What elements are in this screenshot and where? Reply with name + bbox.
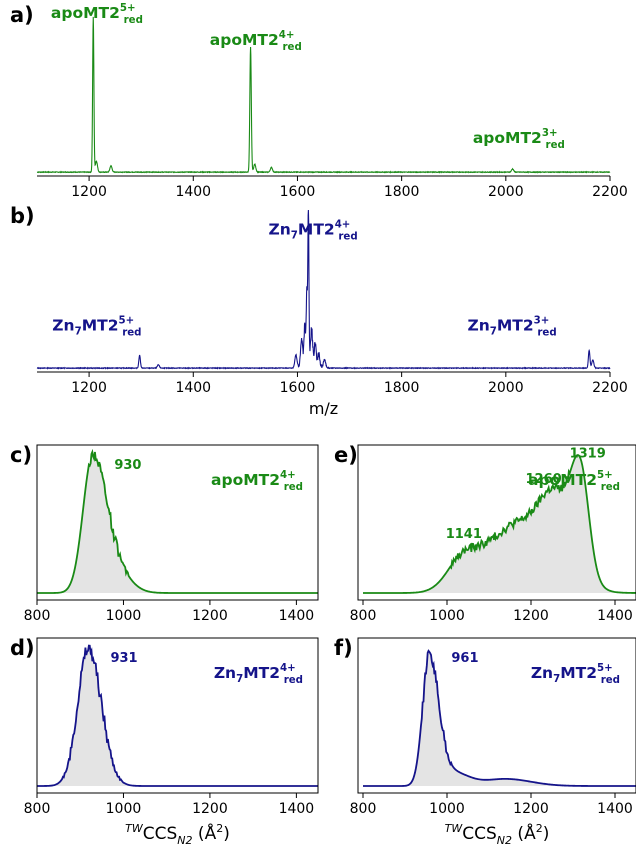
peak-point (512, 169, 513, 170)
peak-point (589, 350, 590, 351)
panel-label: a) (10, 3, 34, 27)
plot-frame (36, 444, 319, 601)
x-tick-label: 1400 (279, 608, 315, 624)
x-tick-label: 2200 (592, 380, 628, 396)
plot-area (363, 454, 636, 594)
distribution-line (363, 649, 636, 787)
distribution-line (37, 644, 318, 787)
species-label: Zn7MT25+ red (52, 315, 141, 338)
plot-area (37, 448, 318, 594)
panel-label: e) (334, 443, 358, 467)
species-label: apoMT24+ red (211, 470, 303, 493)
spectrum-line (36, 209, 611, 370)
distribution-line (363, 454, 636, 594)
x-tick-label: 1200 (513, 608, 549, 624)
x-tick-label: 1000 (106, 801, 142, 817)
ms-panel-b: 1200 1400 1600 1800 2000 2200 b) Zn7MT25+ red Zn7… (10, 204, 628, 418)
x-tick-label: 1400 (175, 184, 211, 200)
x-tick-label: 1400 (597, 608, 633, 624)
species-label: apoMT25+ red (51, 3, 143, 26)
x-tick-label: 1600 (280, 380, 316, 396)
peak-label: 930 (114, 458, 141, 473)
peak-label: 1141 (446, 527, 482, 542)
peak-label: 1319 (570, 447, 606, 462)
peak-point (306, 296, 307, 297)
peak-point (96, 161, 97, 162)
x-tick-label: 1200 (192, 801, 228, 817)
ms-panel-a: 1200 1400 1600 1800 2000 2200 a) apoMT25+ red apo… (10, 3, 628, 200)
x-tick-label: 1400 (175, 380, 211, 396)
x-tick-label: 1400 (279, 801, 315, 817)
x-tick-label: 1600 (280, 184, 316, 200)
x-tick-label: 1200 (513, 801, 549, 817)
peak-point (139, 355, 140, 356)
species-label: Zn7MT23+ red (467, 315, 556, 338)
x-tick-label: 800 (350, 608, 377, 624)
ccs-panel-e: 800 1000 1200 1400 e) apoMT25+ red 1141 1260 1319 (334, 443, 636, 624)
distribution-area (37, 452, 318, 593)
x-tick-label: 1400 (597, 801, 633, 817)
species-label: Zn7MT24+ red (214, 663, 303, 686)
peak-point (254, 164, 255, 165)
x-tick-label: 1200 (192, 608, 228, 624)
x-tick-label: 1200 (71, 184, 107, 200)
peak-point (271, 167, 272, 168)
x-tick-label: 1200 (71, 380, 107, 396)
x-axis-label: TWCCSN2 (Å2) (125, 822, 230, 847)
x-tick-label: 800 (24, 608, 51, 624)
distribution-area (363, 650, 636, 786)
x-tick-label: 1000 (106, 608, 142, 624)
species-label: Zn7MT25+ red (531, 663, 620, 686)
plot-frame (357, 637, 636, 794)
peak-point (311, 334, 312, 335)
distribution-area (37, 645, 318, 786)
peak-label: 931 (110, 651, 137, 666)
x-tick-label: 2000 (488, 184, 524, 200)
peak-point (318, 357, 319, 358)
species-label: apoMT23+ red (473, 128, 565, 151)
species-label: apoMT25+ red (528, 470, 620, 493)
peak-label: 961 (451, 651, 478, 666)
peak-point (301, 342, 302, 343)
peak-point (158, 365, 159, 366)
species-label: apoMT24+ red (210, 30, 302, 53)
peak-point (315, 347, 316, 348)
x-tick-label: 2000 (488, 380, 524, 396)
peak-point (308, 211, 309, 212)
peak-point (592, 360, 593, 361)
x-tick-label: 1800 (384, 380, 420, 396)
panel-label: f) (334, 636, 353, 660)
plot-frame (357, 444, 636, 601)
x-axis-label: TWCCSN2 (Å2) (445, 822, 550, 847)
plot-area (37, 644, 318, 787)
panel-label: c) (10, 443, 32, 467)
x-tick-label: 800 (350, 801, 377, 817)
peak-label: 1260 (526, 472, 562, 487)
x-tick-label: 1000 (429, 608, 465, 624)
plot-frame (36, 637, 319, 794)
x-axis-label: m/z (309, 399, 338, 418)
spectrum-line (36, 16, 611, 174)
peak-point (304, 329, 305, 330)
species-label: Zn7MT24+ red (268, 219, 357, 242)
ccs-panel-d: 800 1000 1200 1400 d) Zn7MT24+ red 931 TWCCSN2 (… (10, 636, 319, 847)
peak-point (110, 166, 111, 167)
ccs-panel-f: 800 1000 1200 1400 f) Zn7MT25+ red 961 TWCCSN2 (… (334, 636, 636, 847)
x-tick-label: 1800 (384, 184, 420, 200)
ccs-panel-c: 800 1000 1200 1400 c) apoMT24+ red 930 (10, 443, 319, 624)
x-tick-label: 2200 (592, 184, 628, 200)
x-tick-label: 1000 (429, 801, 465, 817)
plot-area (363, 649, 636, 787)
panel-label: b) (10, 204, 35, 228)
distribution-line (37, 448, 318, 594)
distribution-area (363, 455, 636, 593)
peak-point (295, 355, 296, 356)
x-tick-label: 800 (24, 801, 51, 817)
peak-point (324, 360, 325, 361)
panel-label: d) (10, 636, 35, 660)
